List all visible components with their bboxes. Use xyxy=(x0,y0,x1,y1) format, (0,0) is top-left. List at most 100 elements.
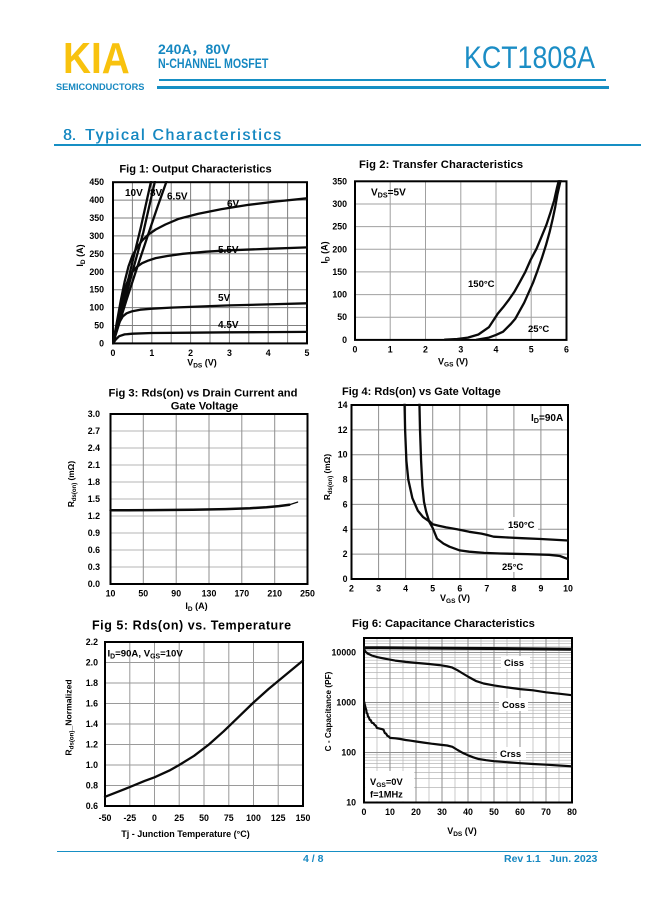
svg-text:300: 300 xyxy=(332,199,347,209)
svg-text:8V: 8V xyxy=(150,188,163,199)
svg-text:0: 0 xyxy=(353,344,358,354)
svg-text:200: 200 xyxy=(89,267,104,277)
svg-text:10V: 10V xyxy=(125,188,143,199)
svg-text:8: 8 xyxy=(511,584,516,594)
svg-text:4: 4 xyxy=(266,348,271,358)
svg-text:100: 100 xyxy=(89,303,104,313)
svg-text:VGS​=0V: VGS​=0V xyxy=(370,777,403,789)
svg-text:200: 200 xyxy=(332,244,347,254)
svg-text:80: 80 xyxy=(567,807,577,817)
svg-text:6V: 6V xyxy=(227,199,240,210)
svg-text:7: 7 xyxy=(484,584,489,594)
svg-text:12: 12 xyxy=(338,425,348,435)
svg-text:f=1MHz: f=1MHz xyxy=(370,790,403,800)
svg-text:10: 10 xyxy=(346,798,356,808)
svg-text:20: 20 xyxy=(411,807,421,817)
svg-text:100: 100 xyxy=(246,813,261,823)
svg-text:Fig 2: Transfer Characteristic: Fig 2: Transfer Characteristics xyxy=(359,159,523,171)
svg-text:2.4: 2.4 xyxy=(88,443,100,453)
svg-text:250: 250 xyxy=(332,222,347,232)
svg-text:0: 0 xyxy=(152,813,157,823)
svg-text:8: 8 xyxy=(343,475,348,485)
svg-text:1.8: 1.8 xyxy=(86,678,98,688)
svg-text:0.6: 0.6 xyxy=(86,801,98,811)
svg-text:VDS​ (V): VDS​ (V) xyxy=(187,357,217,369)
svg-text:9: 9 xyxy=(538,584,543,594)
svg-text:Crss: Crss xyxy=(500,749,521,760)
svg-text:150: 150 xyxy=(296,813,311,823)
svg-text:2: 2 xyxy=(423,344,428,354)
svg-text:3.0: 3.0 xyxy=(88,409,100,419)
svg-text:Tj - Junction Temperature (°C): Tj - Junction Temperature (°C) xyxy=(121,829,249,839)
svg-text:25°C: 25°C xyxy=(502,562,523,573)
svg-text:1: 1 xyxy=(149,348,154,358)
svg-text:50: 50 xyxy=(337,312,347,322)
svg-text:ID​=90A: ID​=90A xyxy=(531,413,563,425)
svg-text:5: 5 xyxy=(430,584,435,594)
svg-text:150: 150 xyxy=(89,285,104,295)
svg-text:5.5V: 5.5V xyxy=(218,245,239,256)
svg-text:100: 100 xyxy=(341,748,356,758)
svg-text:5: 5 xyxy=(529,344,534,354)
svg-text:Rds(on)​ (mΩ): Rds(on)​ (mΩ) xyxy=(66,461,78,507)
svg-text:30: 30 xyxy=(437,807,447,817)
svg-text:0.0: 0.0 xyxy=(88,579,100,589)
svg-text:5: 5 xyxy=(305,348,310,358)
svg-text:1.5: 1.5 xyxy=(88,494,100,504)
svg-text:350: 350 xyxy=(332,176,347,186)
svg-text:4.5V: 4.5V xyxy=(218,320,239,331)
svg-text:0: 0 xyxy=(342,335,347,345)
svg-text:10: 10 xyxy=(338,450,348,460)
svg-text:0.9: 0.9 xyxy=(88,528,100,538)
svg-text:10: 10 xyxy=(563,584,573,594)
svg-text:Fig 4: Rds(on) vs Gate Voltage: Fig 4: Rds(on) vs Gate Voltage xyxy=(342,386,501,398)
svg-text:1000: 1000 xyxy=(336,698,356,708)
svg-text:Rds(on)​_Normalized: Rds(on)​_Normalized xyxy=(64,679,76,755)
svg-text:1.2: 1.2 xyxy=(88,511,100,521)
svg-text:2.0: 2.0 xyxy=(86,658,98,668)
svg-text:VGS​ (V): VGS​ (V) xyxy=(440,593,470,605)
svg-text:40: 40 xyxy=(463,807,473,817)
svg-text:50: 50 xyxy=(94,321,104,331)
svg-text:150°C: 150°C xyxy=(468,279,495,290)
svg-text:2.2: 2.2 xyxy=(86,637,98,647)
svg-text:VDS​=5V: VDS​=5V xyxy=(371,188,406,200)
svg-text:0: 0 xyxy=(362,807,367,817)
svg-text:3: 3 xyxy=(376,584,381,594)
svg-text:4: 4 xyxy=(403,584,408,594)
svg-text:Ciss: Ciss xyxy=(504,658,524,669)
svg-text:250: 250 xyxy=(300,589,315,599)
svg-text:1.4: 1.4 xyxy=(86,719,98,729)
svg-text:-25: -25 xyxy=(123,813,136,823)
svg-text:0: 0 xyxy=(343,574,348,584)
svg-text:0: 0 xyxy=(99,338,104,348)
svg-text:50: 50 xyxy=(489,807,499,817)
svg-text:5V: 5V xyxy=(218,293,231,304)
svg-text:VDS​ (V): VDS​ (V) xyxy=(447,826,477,838)
svg-text:450: 450 xyxy=(89,177,104,187)
svg-text:6.5V: 6.5V xyxy=(167,192,188,203)
svg-text:4: 4 xyxy=(343,524,348,534)
svg-text:ID​ (A): ID​ (A) xyxy=(185,601,207,613)
svg-text:300: 300 xyxy=(89,231,104,241)
svg-text:0.3: 0.3 xyxy=(88,562,100,572)
svg-text:2: 2 xyxy=(349,584,354,594)
svg-text:25: 25 xyxy=(174,813,184,823)
svg-text:90: 90 xyxy=(171,589,181,599)
svg-text:170: 170 xyxy=(234,589,249,599)
svg-text:VGS​ (V): VGS​ (V) xyxy=(438,357,468,369)
svg-text:Fig 5: Rds(on) vs. Temperature: Fig 5: Rds(on) vs. Temperature xyxy=(92,619,292,633)
svg-text:70: 70 xyxy=(541,807,551,817)
svg-text:2: 2 xyxy=(188,348,193,358)
svg-text:3: 3 xyxy=(458,344,463,354)
svg-text:50: 50 xyxy=(138,589,148,599)
svg-text:ID​ (A): ID​ (A) xyxy=(320,241,332,263)
svg-text:250: 250 xyxy=(89,249,104,259)
svg-text:0.6: 0.6 xyxy=(88,545,100,555)
svg-text:Coss: Coss xyxy=(502,700,525,711)
svg-text:0: 0 xyxy=(111,348,116,358)
svg-text:1.6: 1.6 xyxy=(86,699,98,709)
svg-text:100: 100 xyxy=(332,290,347,300)
svg-text:1.2: 1.2 xyxy=(86,740,98,750)
svg-text:2.7: 2.7 xyxy=(88,426,100,436)
